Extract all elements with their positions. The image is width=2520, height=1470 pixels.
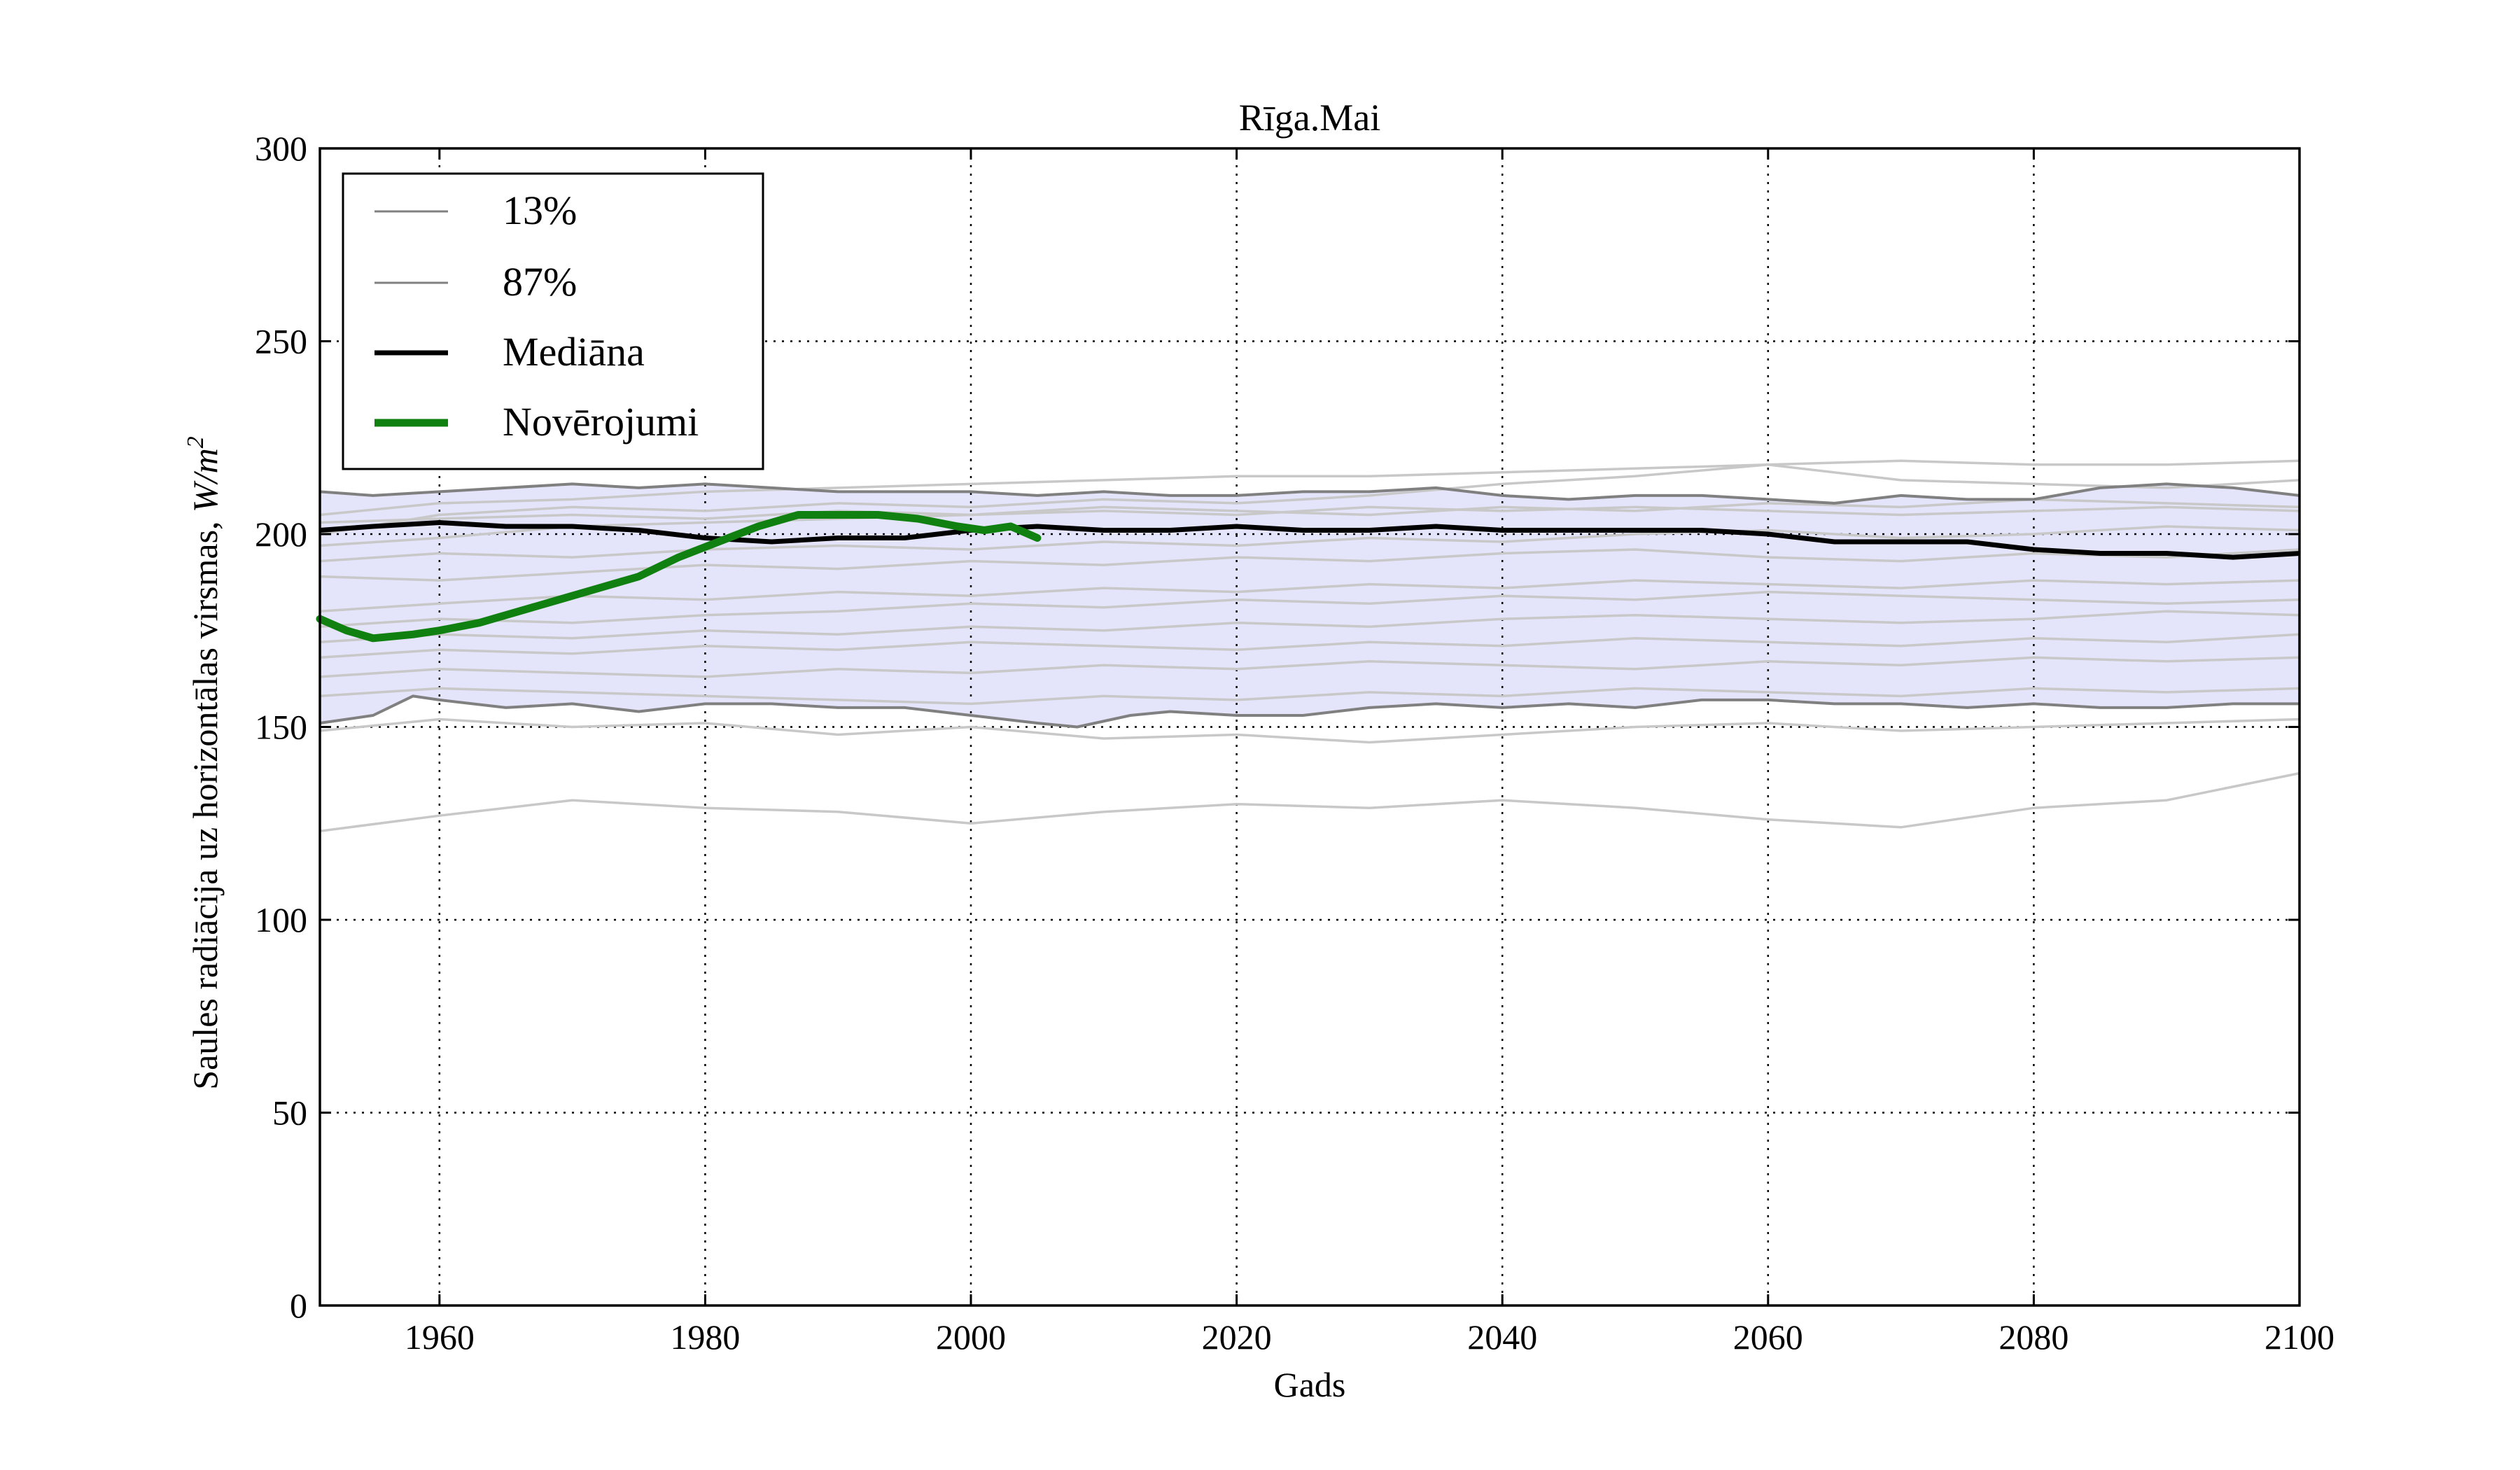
x-tick-label: 1980 bbox=[670, 1317, 740, 1357]
x-tick-label: 2100 bbox=[2264, 1317, 2334, 1357]
plot-area: 1960 1980 2000 2020 2040 2060 2080 2100 0 50 100 15… bbox=[255, 129, 2334, 1357]
ensemble-member-line bbox=[319, 633, 2300, 659]
x-tick-label: 2040 bbox=[1467, 1317, 1537, 1357]
series-line-mediana bbox=[319, 520, 2300, 560]
ensemble-member-line bbox=[319, 656, 2300, 678]
ensemble-member-line bbox=[319, 610, 2300, 644]
y-tick-label: 200 bbox=[255, 514, 307, 554]
percentile-band bbox=[320, 484, 2300, 727]
ensemble-member-line bbox=[319, 548, 2300, 582]
series-line-noverojumi bbox=[316, 511, 1042, 643]
y-tick-label: 100 bbox=[255, 900, 307, 939]
ensemble-member-line bbox=[319, 525, 2300, 563]
ensemble-member-line bbox=[319, 579, 2300, 612]
x-tick-label: 2080 bbox=[1998, 1317, 2068, 1357]
y-tick-label: 300 bbox=[255, 129, 307, 168]
ensemble-member-line bbox=[319, 718, 2300, 744]
y-tick-label: 150 bbox=[255, 708, 307, 747]
legend-box bbox=[342, 172, 764, 470]
ensemble-member-line bbox=[319, 463, 2300, 536]
chart-title: Rīga.Mai bbox=[1239, 97, 1380, 139]
x-tick-label: 2020 bbox=[1202, 1317, 1272, 1357]
ensemble-member-line bbox=[319, 687, 2300, 706]
x-tick-label: 2000 bbox=[936, 1317, 1006, 1357]
ensemble-member-line bbox=[319, 459, 2300, 517]
x-tick-label: 1960 bbox=[405, 1317, 475, 1357]
ensemble-member-line bbox=[319, 505, 2300, 547]
legend-label-noverojumi: Novērojumi bbox=[503, 399, 699, 444]
legend: 13% 87% Mediāna Novērojumi bbox=[342, 172, 764, 470]
ensemble-member-line bbox=[319, 771, 2300, 833]
legend-label-mediana: Mediāna bbox=[503, 329, 645, 374]
legend-label-13: 13% bbox=[503, 188, 577, 233]
y-tick-label: 0 bbox=[290, 1286, 307, 1325]
y-tick-label: 250 bbox=[255, 322, 307, 361]
series-line-87 bbox=[319, 482, 2300, 505]
ensemble-member-line bbox=[319, 498, 2300, 524]
y-axis-label: Saules radiācija uz horizontālas virsmas… bbox=[183, 436, 225, 1089]
ensemble-member-line bbox=[319, 590, 2300, 628]
x-axis-label: Gads bbox=[1274, 1365, 1346, 1404]
x-tick-label: 2060 bbox=[1733, 1317, 1803, 1357]
series-line-13 bbox=[319, 694, 2300, 729]
legend-label-87: 87% bbox=[503, 259, 577, 304]
y-tick-label: 50 bbox=[272, 1093, 307, 1133]
